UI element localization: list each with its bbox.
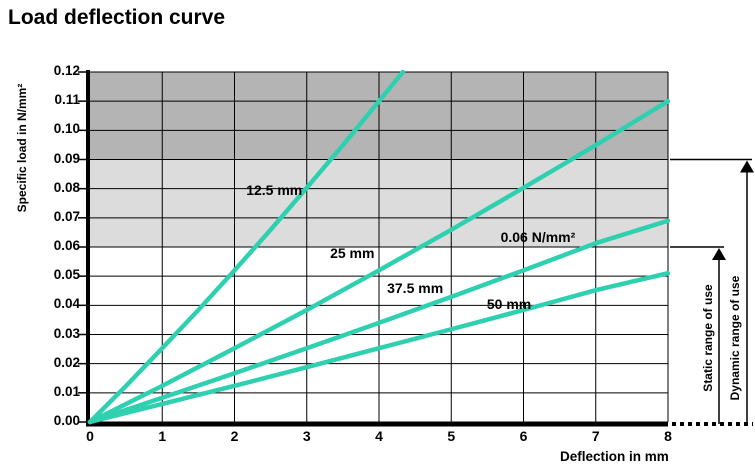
y-tick-label: 0.08 [53,179,80,195]
x-tick-label: 3 [302,428,311,444]
y-tick-label: 0.04 [53,296,80,312]
curve-label: 12.5 mm [246,182,303,199]
y-tick-label: 0.03 [53,325,80,341]
curve-label: 37.5 mm [387,279,444,296]
static-range-label: Static range of use [701,284,715,392]
curve-25mm [87,98,671,425]
static-range-arrowhead [712,248,726,260]
x-tick-label: 1 [158,428,167,444]
curve-50mm [87,271,671,425]
y-tick-label: 0.06 [53,238,80,253]
y-tick-label: 0.10 [53,121,80,137]
y-tick-label: 0.11 [54,92,80,108]
y-tick-label: 0.12 [53,63,80,78]
dynamic-range-label: Dynamic range of use [728,275,742,401]
curve-12.5mm [87,69,406,425]
y-tick-label: 0.09 [53,150,80,166]
x-tick-label: 6 [519,428,528,444]
x-tick-label: 5 [447,428,456,444]
y-tick-label: 0.07 [53,208,80,224]
x-tick-label: 8 [664,428,672,444]
x-tick-label: 0 [86,428,94,444]
curve-label: 50 mm [486,295,532,312]
y-tick-label: 0.05 [53,267,80,283]
dynamic-range-arrowhead [740,160,754,173]
x-tick-label: 2 [230,428,239,444]
page-title: Load deflection curve [8,6,226,29]
x-tick-label: 4 [375,428,383,444]
y-tick-label: 0.02 [53,354,80,370]
y-tick-label: 0.01 [53,383,80,399]
x-axis-title: Deflection in mm [560,449,669,464]
curve-label: 0.06 N/mm² [500,228,576,245]
curve-label: 25 mm [330,244,375,261]
curve-37.5mm [87,218,671,425]
y-tick-label: 0.00 [53,413,80,428]
x-tick-label: 7 [591,428,600,444]
